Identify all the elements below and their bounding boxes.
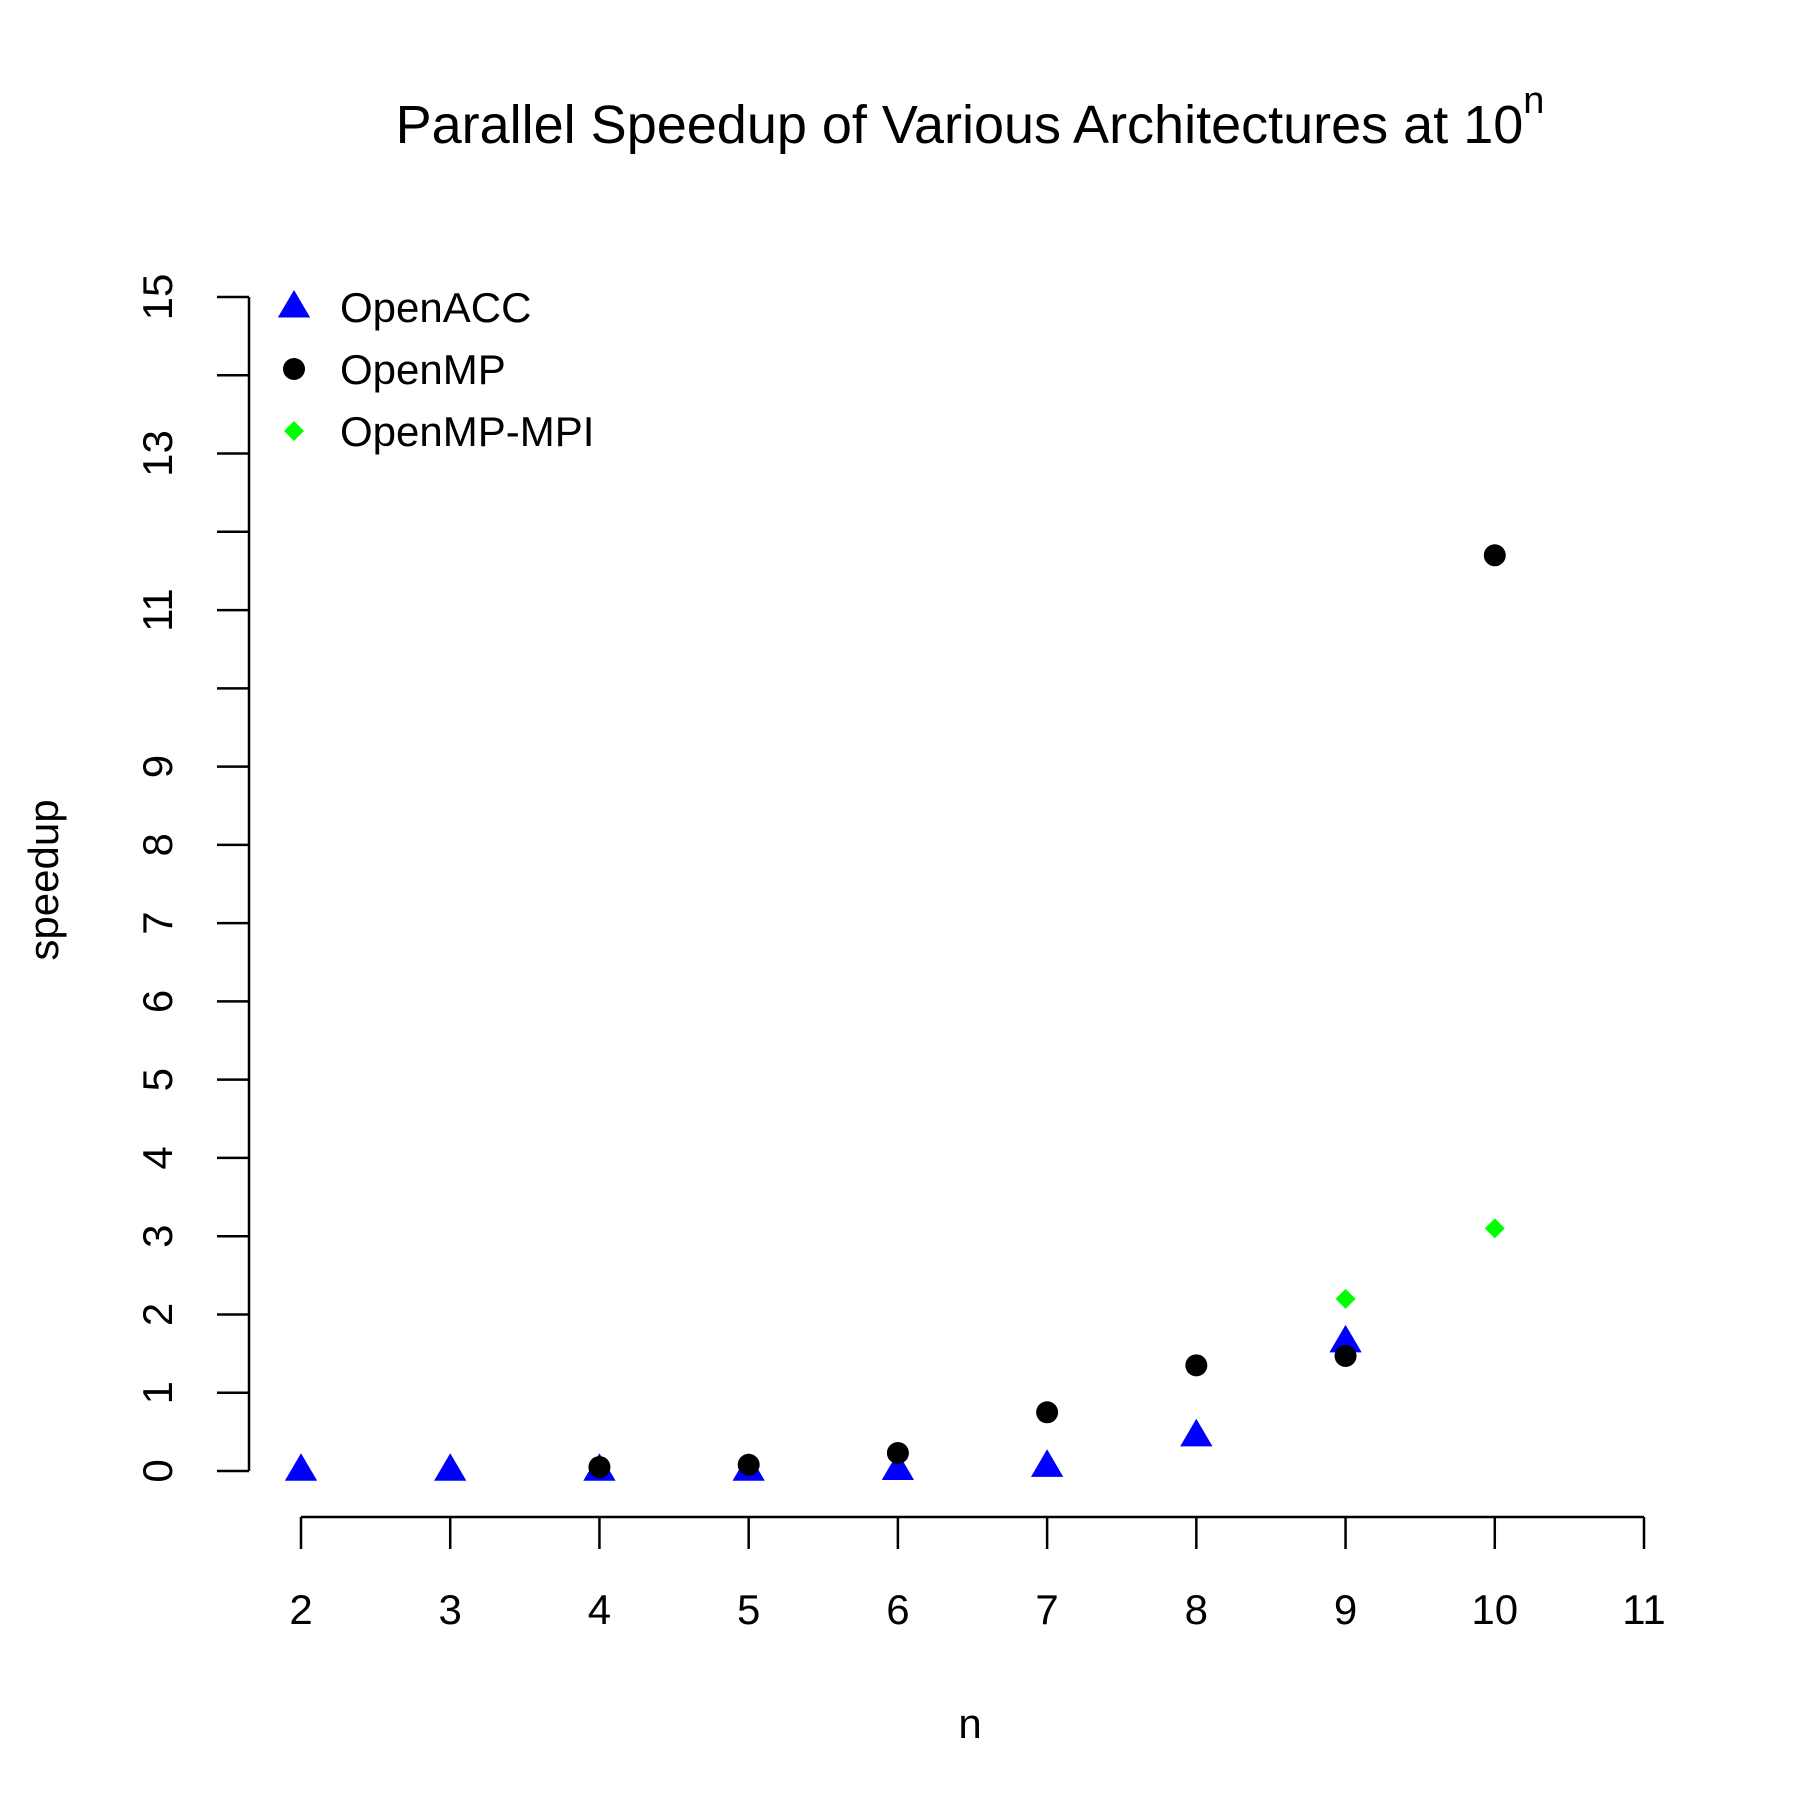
y-tick-label: 3	[134, 1225, 181, 1248]
y-tick-label: 2	[134, 1303, 181, 1326]
point-openmp	[886, 1441, 909, 1464]
y-tick-label: 13	[134, 430, 181, 477]
point-openacc	[1030, 1449, 1064, 1477]
point-openacc	[1180, 1418, 1213, 1447]
y-tick-label: 1	[134, 1381, 181, 1404]
x-axis-label: n	[958, 1700, 981, 1747]
x-tick-label: 6	[886, 1586, 909, 1633]
x-tick-label: 9	[1334, 1586, 1357, 1633]
point-openmp	[1185, 1354, 1208, 1377]
point-openmp-mpi	[1335, 1288, 1356, 1309]
y-tick-label: 8	[134, 833, 181, 856]
y-tick-label: 4	[134, 1146, 181, 1169]
y-tick-label: 5	[134, 1068, 181, 1091]
legend-label-openacc: OpenACC	[340, 284, 531, 331]
chart-title: Parallel Speedup of Various Architecture…	[396, 80, 1545, 155]
x-tick-label: 7	[1035, 1586, 1058, 1633]
x-tick-label: 2	[289, 1586, 312, 1633]
y-tick-label: 9	[134, 755, 181, 778]
y-tick-label: 6	[134, 990, 181, 1013]
point-openmp	[1334, 1344, 1357, 1367]
point-openmp	[588, 1456, 611, 1479]
x-tick-label: 4	[588, 1586, 611, 1633]
x-tick-label: 8	[1185, 1586, 1208, 1633]
x-tick-label: 11	[1622, 1586, 1666, 1633]
point-openmp	[1483, 544, 1506, 567]
y-axis-label: speedup	[20, 799, 67, 960]
legend-marker-openmp	[283, 358, 305, 380]
x-axis: 2 3 4 5 6 7 8 9 10 11	[289, 1515, 1666, 1633]
legend-label-openmp: OpenMP	[340, 346, 506, 393]
chart-title-main: Parallel Speedup of Various Architecture…	[396, 95, 1524, 155]
point-openacc	[434, 1453, 467, 1481]
y-tick-label: 11	[134, 588, 181, 632]
chart-title-superscript: n	[1523, 80, 1544, 122]
y-axis: 0 1 2 3 4 5 6 7 8 9 11 13 15	[134, 274, 251, 1483]
point-openmp	[1036, 1401, 1059, 1424]
legend-marker-openacc	[277, 290, 311, 318]
x-tick-label: 3	[439, 1586, 462, 1633]
y-tick-label: 0	[134, 1459, 181, 1482]
legend-marker-openmp-mpi	[284, 421, 304, 441]
y-tick-label: 15	[134, 274, 181, 321]
y-tick-label: 7	[134, 911, 181, 934]
point-openmp	[737, 1453, 760, 1476]
point-openacc	[284, 1453, 318, 1481]
legend-label-openmp-mpi: OpenMP-MPI	[340, 408, 594, 455]
x-tick-label: 10	[1471, 1586, 1518, 1633]
x-tick-label: 5	[737, 1586, 760, 1633]
point-openacc	[1329, 1324, 1362, 1353]
plot-points	[284, 544, 1506, 1481]
point-openmp-mpi	[1484, 1218, 1505, 1239]
point-openacc	[881, 1452, 915, 1480]
legend: OpenACC OpenMP OpenMP-MPI	[277, 284, 594, 455]
